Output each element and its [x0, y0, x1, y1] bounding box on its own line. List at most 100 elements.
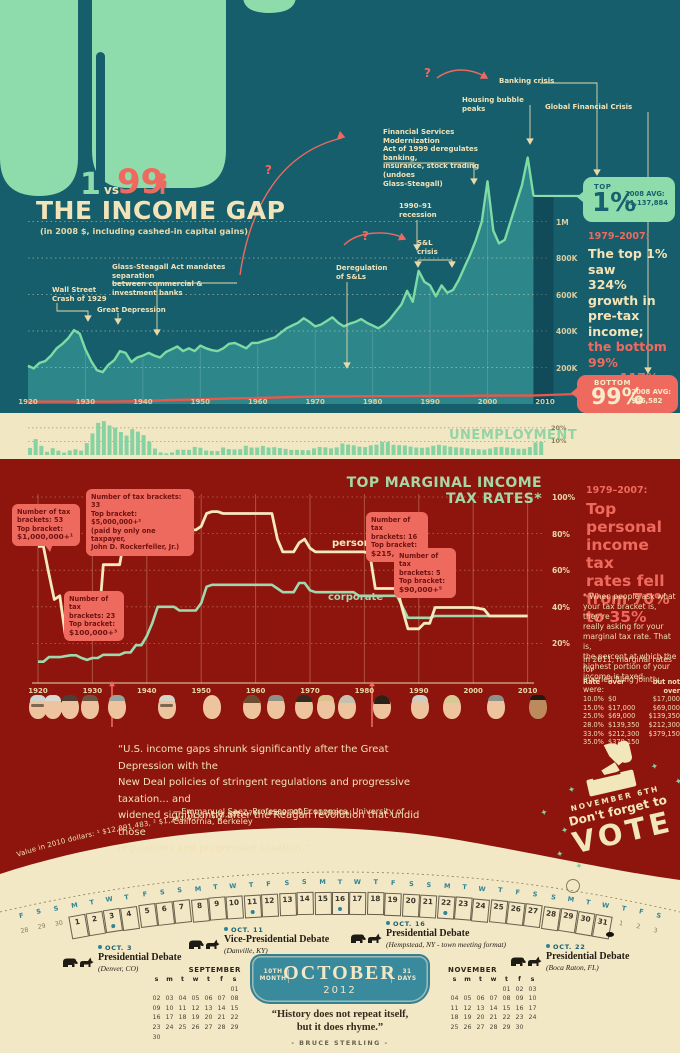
weekday-letter: T — [88, 898, 95, 907]
dow-letter: t — [180, 976, 184, 983]
day-number: 28 — [545, 908, 557, 919]
star-icon: ✦ — [560, 825, 570, 837]
dow-letter: s — [154, 976, 159, 983]
day-box: 20 — [401, 893, 420, 917]
weekday-letter: S — [408, 879, 414, 888]
mini-day: 20 — [204, 1014, 213, 1022]
mini-calendar-week: 23 24 25 26 27 28 29 — [150, 1024, 241, 1034]
mini-day: 17 — [528, 1004, 537, 1012]
weekday-letter: F — [391, 878, 396, 887]
donkey-icon — [368, 933, 382, 943]
star-icon: ✦ — [555, 849, 565, 861]
weekday-letter: T — [373, 878, 378, 887]
mini-day: 04 — [450, 995, 459, 1003]
year-label: 2012 — [323, 985, 357, 996]
weekday-letter: F — [515, 888, 521, 897]
weekday-letter: T — [337, 878, 343, 886]
day-box: 9 — [207, 896, 227, 921]
mini-day: 27 — [476, 1023, 485, 1031]
day-box: 11 — [243, 894, 262, 918]
mini-day: 06 — [204, 995, 213, 1003]
day-number: 10 — [228, 897, 240, 908]
mini-day: 19 — [191, 1014, 200, 1022]
mini-day: 03 — [165, 995, 174, 1003]
mini-calendar-week: 01 02 03 — [448, 986, 539, 996]
calendar-day-16: T 16 — [331, 878, 349, 926]
day-number: 17 — [352, 894, 363, 904]
mini-day: 19 — [463, 1014, 472, 1022]
mini-day: 28 — [489, 1023, 498, 1031]
month-name: OCTOBER — [283, 962, 397, 984]
day-box: 24 — [470, 897, 490, 923]
dow-letter: s — [530, 976, 535, 983]
september-mini-calendar: SEPTEMBER s m t w t f s 01 02 03 04 05 06 07 08 09 10 11 12… — [150, 966, 241, 1043]
day-number: 2 — [635, 923, 641, 931]
debate-note-oct22: OCT. 22 Presidential Debate (Boca Raton,… — [510, 943, 675, 972]
day-number: 19 — [387, 894, 399, 905]
quote-attribution: - BRUCE STERLING - — [291, 1040, 389, 1047]
day-number: 8 — [196, 900, 203, 910]
day-box: 22 — [436, 895, 455, 920]
mini-day: 15 — [502, 1004, 511, 1012]
debate-title: Presidential Debate — [98, 952, 182, 963]
mini-day: 01 — [502, 985, 511, 993]
mini-day: 30 — [152, 1033, 161, 1041]
calendar-day-17: W 17 — [348, 878, 367, 926]
day-number: 31 — [597, 916, 609, 927]
mini-day: 16 — [152, 1014, 161, 1022]
weekday-letter: T — [212, 882, 218, 892]
weekday-letter: M — [194, 884, 202, 893]
election-day-marker — [606, 932, 614, 937]
ballot-box-icon — [586, 740, 637, 797]
dow-letter: f — [220, 976, 223, 983]
party-icons — [350, 929, 384, 948]
day-box: 19 — [383, 892, 402, 917]
mini-day: 05 — [191, 995, 200, 1003]
day-box: 18 — [366, 892, 384, 916]
income-chart — [27, 156, 584, 404]
day-number: 21 — [422, 896, 434, 906]
mini-day: 27 — [204, 1023, 213, 1031]
mini-day: 11 — [450, 1004, 459, 1012]
mini-day: 22 — [230, 1014, 239, 1022]
day-number: 22 — [440, 897, 452, 908]
mini-day — [215, 986, 228, 996]
day-number: 11 — [246, 896, 258, 906]
event-dot-icon — [250, 909, 255, 914]
event-dot-icon — [98, 945, 102, 949]
mini-day: 23 — [515, 1014, 524, 1022]
debate-note-oct11: OCT. 11 Vice-Presidential Debate (Danvil… — [188, 926, 353, 955]
day-box: 17 — [348, 891, 367, 916]
mini-day: 01 — [230, 985, 239, 993]
debate-date: OCT. 3 — [98, 944, 227, 952]
weekday-letter: T — [620, 904, 627, 913]
day-number: 28 — [20, 926, 30, 935]
party-icons — [188, 935, 222, 954]
day-number: 15 — [317, 894, 328, 904]
day-box: 14 — [296, 892, 314, 916]
day-number: 6 — [161, 903, 168, 914]
mini-day: 06 — [476, 995, 485, 1003]
day-number: 2 — [91, 913, 98, 924]
debate-note-oct3: OCT. 3 Presidential Debate (Denver, CO) — [62, 944, 227, 973]
mini-day: 08 — [502, 995, 511, 1003]
mini-day: 24 — [165, 1023, 174, 1031]
event-dot-icon — [386, 921, 390, 925]
mini-day: 13 — [476, 1004, 485, 1012]
mini-day — [189, 986, 202, 996]
mini-day: 25 — [450, 1023, 459, 1031]
day-number: 29 — [37, 922, 47, 932]
mini-day: 15 — [230, 1004, 239, 1012]
weekday-letter: S — [550, 892, 557, 902]
mini-day — [150, 986, 163, 996]
mini-day: 30 — [515, 1023, 524, 1031]
day-number: 20 — [405, 895, 416, 905]
mini-day: 07 — [217, 995, 226, 1003]
weekday-letter: M — [318, 878, 326, 887]
calendar-day-12: F 12 — [260, 879, 280, 928]
weekday-letter: M — [443, 881, 451, 890]
mini-day — [163, 1034, 176, 1044]
weekday-letter: S — [301, 878, 307, 887]
